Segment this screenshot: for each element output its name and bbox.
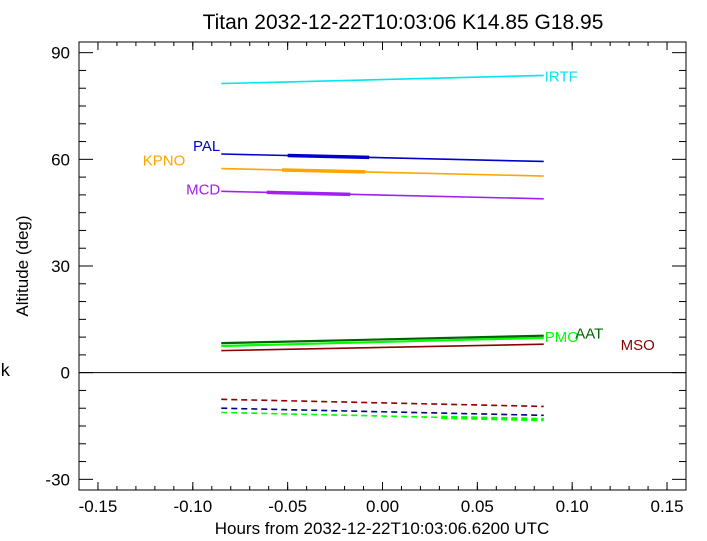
- series-line-pmo: [221, 336, 544, 348]
- series-label-aat: AAT: [575, 326, 603, 343]
- plot-frame: [78, 41, 687, 491]
- series-label-kpno: KPNO: [143, 153, 186, 170]
- series-line-aat: [221, 334, 544, 345]
- series-label-pmo: PMO: [545, 329, 579, 346]
- y-tick-label: 90: [51, 44, 70, 63]
- series-line-kpno: [221, 167, 544, 177]
- chart-title: Titan 2032-12-22T10:03:06 K14.85 G18.95: [203, 11, 604, 34]
- x-tick-label: -0.05: [268, 497, 307, 516]
- series-highlight-mcd: [266, 190, 351, 197]
- x-tick-label: 0.10: [556, 497, 589, 516]
- y-tick-label: 0: [61, 364, 70, 383]
- x-tick-label: -0.10: [173, 497, 212, 516]
- series-layer: [221, 74, 544, 422]
- x-tick-label: -0.15: [79, 497, 118, 516]
- y-tick-label: -30: [45, 470, 70, 489]
- series-highlight-unnamed: [441, 415, 544, 422]
- side-label: k: [0, 361, 10, 381]
- series-label-pal: PAL: [193, 138, 220, 155]
- y-axis-ticks: -30 0 30 60 90: [45, 44, 686, 489]
- series-line-irtf: [221, 74, 544, 85]
- series-highlight-kpno: [281, 168, 366, 174]
- series-highlight-pal: [287, 153, 370, 160]
- x-tick-label: 0.00: [366, 497, 399, 516]
- x-tick-label: 0.15: [650, 497, 683, 516]
- series-label-mcd: MCD: [186, 181, 220, 198]
- x-axis-ticks: -0.15 -0.10 -0.05 0.00 0.05 0.10 0.15: [78, 42, 687, 516]
- series-label-mso: MSO: [621, 337, 655, 354]
- x-axis-label: Hours from 2032-12-22T10:03:06.6200 UTC: [215, 519, 550, 538]
- series-line-unnamed: [221, 411, 544, 421]
- series-line-mso: [221, 343, 544, 352]
- series-line-pal: [221, 153, 544, 163]
- y-tick-label: 30: [51, 257, 70, 276]
- x-tick-label: 0.05: [461, 497, 494, 516]
- y-axis-label: Altitude (deg): [13, 215, 32, 316]
- series-line-unnamed: [221, 407, 544, 417]
- y-tick-label: 60: [51, 150, 70, 169]
- series-line-unnamed: [221, 398, 544, 408]
- series-label-irtf: IRTF: [545, 68, 578, 85]
